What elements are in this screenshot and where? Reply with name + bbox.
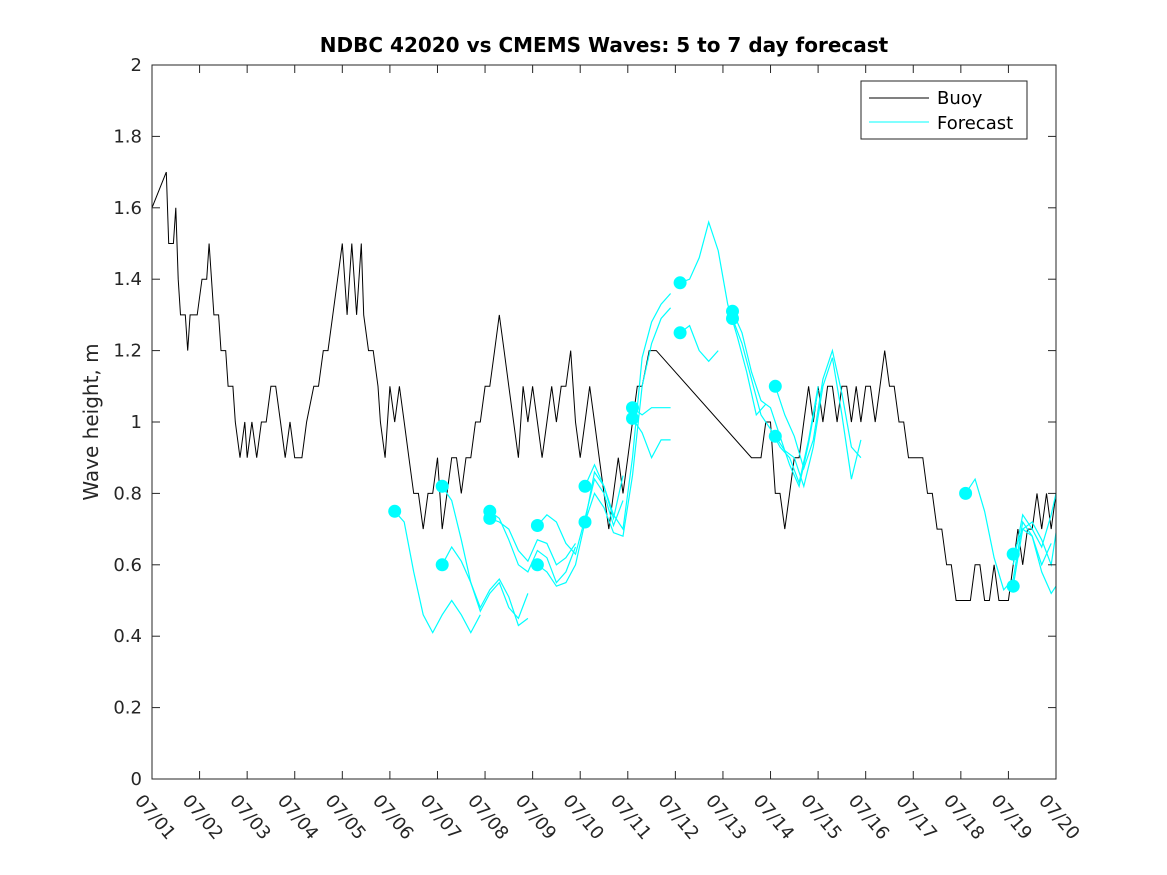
forecast-marker <box>768 379 782 393</box>
forecast-marker <box>768 429 782 443</box>
forecast-trace <box>632 418 671 460</box>
forecast-trace <box>1012 528 1057 595</box>
forecast-marker <box>388 504 402 518</box>
forecast-trace <box>441 545 529 627</box>
buoy-line <box>151 171 1057 601</box>
chart-title: NDBC 42020 vs CMEMS Waves: 5 to 7 day fo… <box>320 33 889 57</box>
forecast-marker <box>530 558 544 572</box>
forecast-marker <box>578 515 592 529</box>
forecast-marker <box>1006 547 1020 561</box>
forecast-trace <box>536 477 624 556</box>
y-tick-label: 1.4 <box>113 269 142 290</box>
forecast-trace <box>1012 493 1057 565</box>
y-tick-label: 2 <box>131 55 142 76</box>
y-axis-ticks: 0 0.2 0.4 0.6 0.8 1 1.2 1.4 1.6 1.8 2 <box>113 55 1056 790</box>
plot-area: 00.20.40.60.811.21.41.61.82 07/0107/0207… <box>113 55 1083 844</box>
y-tick-label: 0.2 <box>113 698 142 719</box>
forecast-trace <box>584 293 672 531</box>
y-axis-label: Wave height, m <box>79 343 103 500</box>
forecast-trace <box>394 510 481 634</box>
forecast-markers <box>388 276 1020 593</box>
forecast-trace <box>679 220 767 417</box>
buoy-series <box>151 171 1057 601</box>
forecast-marker <box>673 276 687 290</box>
y-tick-label: 1 <box>131 412 142 433</box>
forecast-trace <box>1012 521 1057 568</box>
forecast-trace <box>489 517 576 566</box>
legend-label-buoy: Buoy <box>937 88 983 109</box>
forecast-marker <box>959 486 973 500</box>
y-tick-label: 0 <box>131 769 142 790</box>
forecast-trace <box>774 357 862 489</box>
y-tick-label: 1.8 <box>113 126 142 147</box>
forecast-marker <box>626 411 639 425</box>
legend-box <box>860 80 1028 140</box>
y-tick-label: 0.4 <box>113 626 142 647</box>
forecast-trace <box>774 348 862 471</box>
forecast-series <box>394 220 1057 634</box>
y-tick-label: 1.2 <box>113 341 142 362</box>
forecast-trace <box>632 407 671 416</box>
forecast-marker <box>530 519 544 532</box>
forecast-marker <box>578 479 592 493</box>
forecast-trace <box>679 324 719 363</box>
forecast-marker <box>483 511 497 525</box>
forecast-marker <box>435 558 449 572</box>
legend-label-forecast: Forecast <box>937 113 1013 134</box>
forecast-marker <box>626 401 639 415</box>
axes-background <box>152 65 1056 779</box>
y-tick-label: 1.6 <box>113 198 142 219</box>
forecast-marker <box>435 479 449 493</box>
forecast-trace <box>441 485 529 620</box>
y-tick-label: 0.6 <box>113 555 142 576</box>
y-tick-label: 0.8 <box>113 483 142 504</box>
forecast-marker <box>726 312 739 325</box>
forecast-marker <box>1006 579 1020 593</box>
legend: Buoy Forecast <box>860 80 1028 140</box>
forecast-marker <box>673 326 687 340</box>
forecast-trace <box>584 307 672 538</box>
forecast-trace <box>731 311 819 489</box>
